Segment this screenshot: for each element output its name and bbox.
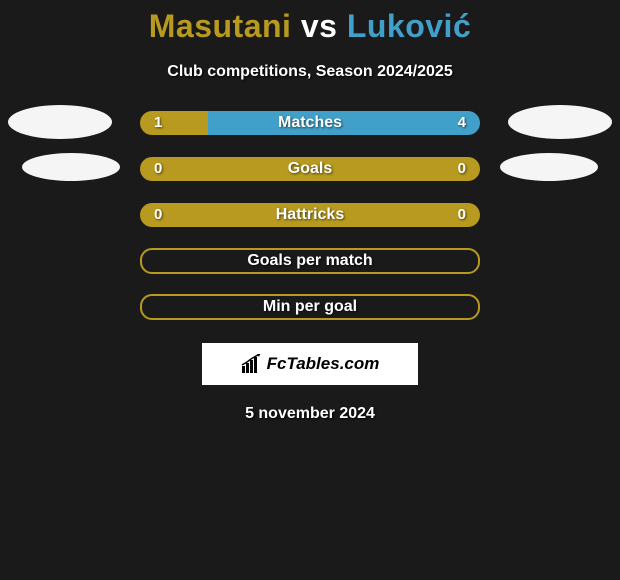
stat-row: Min per goal	[0, 295, 620, 319]
stat-label: Min per goal	[142, 296, 478, 318]
title-player2: Luković	[347, 8, 471, 44]
stat-row: Goals per match	[0, 249, 620, 273]
stat-bar: Hattricks00	[140, 203, 480, 227]
bar-segment-left	[140, 203, 310, 227]
page-title: Masutani vs Luković	[0, 8, 620, 45]
player-badge-right	[500, 153, 598, 181]
bar-segment-right	[310, 203, 480, 227]
stat-row: Hattricks00	[0, 203, 620, 227]
stat-bar: Matches14	[140, 111, 480, 135]
brand-text: FcTables.com	[267, 354, 380, 374]
bar-segment-right	[310, 157, 480, 181]
brand-box[interactable]: FcTables.com	[202, 343, 418, 385]
player-badge-left	[22, 153, 120, 181]
player-badge-right	[508, 105, 612, 139]
bar-segment-left	[140, 111, 208, 135]
stat-row: Matches14	[0, 111, 620, 135]
brand-link[interactable]: FcTables.com	[241, 354, 380, 374]
bar-segment-left	[140, 157, 310, 181]
stats-block: Matches14 Goals00 Hattricks00 Goals per mat…	[0, 111, 620, 319]
stat-bar: Min per goal	[140, 294, 480, 320]
stat-bar: Goals00	[140, 157, 480, 181]
bar-segment-right	[208, 111, 480, 135]
subtitle: Club competitions, Season 2024/2025	[0, 63, 620, 81]
stat-row: Goals00	[0, 157, 620, 181]
comparison-widget: Masutani vs Luković Club competitions, S…	[0, 0, 620, 580]
stat-bar: Goals per match	[140, 248, 480, 274]
stat-label: Goals per match	[142, 250, 478, 272]
date-label: 5 november 2024	[0, 405, 620, 423]
title-vs: vs	[301, 8, 338, 44]
bar-chart-icon	[241, 354, 261, 374]
title-player1: Masutani	[149, 8, 292, 44]
player-badge-left	[8, 105, 112, 139]
